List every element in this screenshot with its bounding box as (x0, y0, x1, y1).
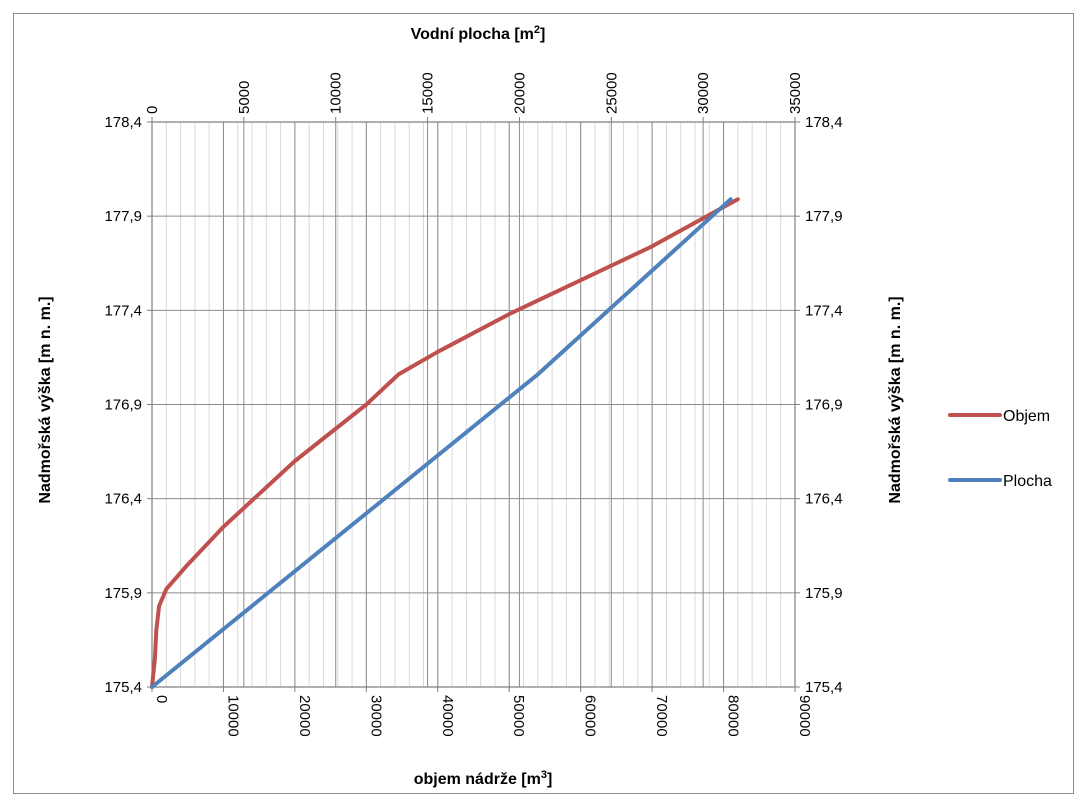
series-line-plocha (150, 197, 733, 689)
x-tick-label-top: 10000 (328, 72, 345, 114)
y-tick-label-left: 177,9 (104, 208, 142, 225)
x-tick-label-top: 15000 (420, 72, 437, 114)
axes: 175,4 175,9 176,4 176,9 177,4 177,9 178,4 175,4… (104, 72, 842, 736)
y-tick-label-left: 175,4 (104, 679, 142, 696)
legend: Objem Plocha (948, 408, 1052, 490)
chart-border (13, 13, 1074, 794)
x-tick-label-bottom: 90000 (796, 695, 813, 737)
y-tick-label-right: 177,9 (805, 208, 843, 225)
y-tick-label-left: 176,9 (104, 397, 142, 414)
x-tick-label-bottom: 0 (153, 695, 170, 703)
x-tick-label-top: 25000 (603, 72, 620, 114)
y-tick-label-right: 175,4 (805, 679, 843, 696)
series (150, 197, 740, 689)
x-tick-label-bottom: 50000 (510, 695, 527, 737)
x-tick-label-bottom: 10000 (224, 695, 241, 737)
y-tick-label-right: 176,9 (805, 397, 843, 414)
x-tick-label-bottom: 20000 (296, 695, 313, 737)
y-tick-label-right: 178,4 (805, 114, 843, 131)
y-tick-label-right: 177,4 (805, 302, 843, 319)
x-tick-label-bottom: 30000 (367, 695, 384, 737)
x-tick-label-top: 0 (144, 106, 161, 114)
y-tick-label-right: 176,4 (805, 491, 843, 508)
x-tick-label-top: 20000 (511, 72, 528, 114)
y-tick-label-left: 175,9 (104, 585, 142, 602)
legend-label-plocha: Plocha (1003, 473, 1052, 490)
y-tick-label-left: 178,4 (104, 114, 142, 131)
left-axis-title: Nadmořská výška [m n. m.] (37, 296, 54, 503)
x-tick-label-bottom: 40000 (439, 695, 456, 737)
right-axis-title: Nadmořská výška [m n. m.] (887, 296, 904, 503)
x-tick-label-top: 35000 (787, 72, 804, 114)
x-tick-label-top: 5000 (236, 81, 253, 114)
x-tick-label-bottom: 80000 (725, 695, 742, 737)
y-tick-label-left: 176,4 (104, 491, 142, 508)
y-tick-label-left: 177,4 (104, 302, 142, 319)
top-axis-title: Vodní plocha [m2] (411, 24, 546, 43)
series-line-objem (150, 197, 740, 689)
legend-label-objem: Objem (1003, 408, 1050, 425)
y-tick-label-right: 175,9 (805, 585, 843, 602)
bottom-axis-title: objem nádrže [m3] (414, 769, 553, 788)
x-tick-label-bottom: 70000 (653, 695, 670, 737)
x-tick-label-top: 30000 (695, 72, 712, 114)
x-tick-label-bottom: 60000 (582, 695, 599, 737)
